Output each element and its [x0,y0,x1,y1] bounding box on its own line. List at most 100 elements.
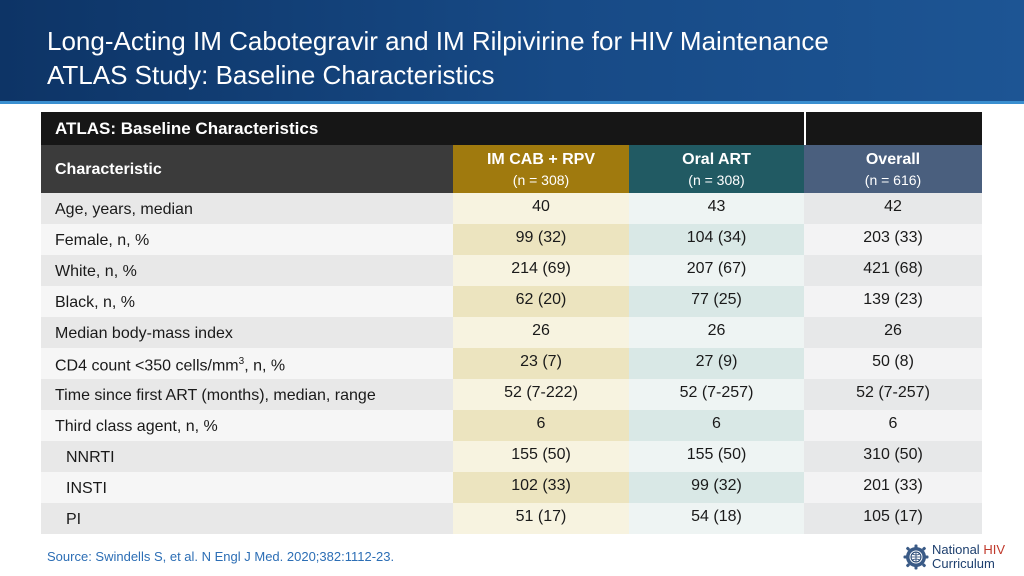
row-label-suffix: , n, % [244,357,286,375]
cab-rpv-value: 102 (33) [511,477,571,494]
cab-rpv-cell: 99 (32) [453,224,629,255]
cab-rpv-cell: 102 (33) [453,472,629,503]
table-row: Time since first ART (months), median, r… [41,379,982,410]
cab-rpv-cell: 26 [453,317,629,348]
overall-cell: 6 [804,410,982,441]
row-label: Time since first ART (months), median, r… [55,387,376,404]
overall-value: 421 (68) [863,260,923,277]
overall-cell: 421 (68) [804,255,982,286]
oral-art-value: 54 (18) [691,508,742,525]
header-overall-n: (n = 616) [864,172,922,188]
row-label-cell: Third class agent, n, % [41,410,453,441]
oral-art-cell: 27 (9) [629,348,804,379]
row-label: Black, n, % [55,294,136,311]
overall-cell: 42 [804,193,982,224]
cab-rpv-value: 155 (50) [511,446,571,463]
header-characteristic: Characteristic [41,145,453,193]
cab-rpv-value: 99 (32) [515,229,567,246]
overall-value: 52 (7-257) [856,384,930,401]
logo-curriculum: Curriculum [932,556,995,571]
table-row: INSTI 102 (33) 99 (32) 201 (33) [41,472,982,503]
header-characteristic-label: Characteristic [55,161,162,178]
row-label: NNRTI [66,449,115,466]
overall-cell: 52 (7-257) [804,379,982,410]
slide-subtitle: ATLAS Study: Baseline Characteristics [47,60,495,90]
oral-art-value: 155 (50) [686,446,747,463]
table-row: White, n, % 214 (69) 207 (67) 421 (68) [41,255,982,286]
table-row: Age, years, median 40 43 42 [41,193,982,224]
oral-art-value: 77 (25) [691,291,742,308]
row-label-cell: INSTI [41,472,453,503]
oral-art-cell: 77 (25) [629,286,804,317]
baseline-table: ATLAS: Baseline Characteristics Characte… [41,112,982,534]
cab-rpv-value: 51 (17) [515,508,567,525]
overall-cell: 201 (33) [804,472,982,503]
oral-art-value: 52 (7-257) [679,384,754,401]
row-label-cell: Time since first ART (months), median, r… [41,379,453,410]
cab-rpv-value: 52 (7-222) [504,384,578,401]
header-im-cab-rpv: IM CAB + RPV (n = 308) [453,145,629,193]
overall-value: 42 [884,198,902,215]
cab-rpv-cell: 40 [453,193,629,224]
cab-rpv-value: 62 (20) [515,291,567,308]
table-banner: ATLAS: Baseline Characteristics [41,112,982,145]
overall-value: 26 [884,322,902,339]
row-label: Median body-mass index [55,325,233,342]
table-row: NNRTI 155 (50) 155 (50) 310 (50) [41,441,982,472]
row-label-cell: Age, years, median [41,193,453,224]
table-header-row: Characteristic IM CAB + RPV (n = 308) Or… [41,145,982,193]
banner-divider [804,112,806,145]
oral-art-cell: 6 [629,410,804,441]
oral-art-value: 27 (9) [695,353,738,370]
logo-hiv: HIV [983,542,1005,557]
row-label-cell: Median body-mass index [41,317,453,348]
row-label-cell: White, n, % [41,255,453,286]
cab-rpv-cell: 6 [453,410,629,441]
cab-rpv-value: 26 [532,322,550,339]
gear-globe-icon [903,544,929,575]
row-label-cell: Black, n, % [41,286,453,317]
header-oral-art: Oral ART (n = 308) [629,145,804,193]
row-label-cell: Female, n, % [41,224,453,255]
source-citation: Source: Swindells S, et al. N Engl J Med… [47,549,395,564]
cab-rpv-value: 40 [532,198,550,215]
logo-national: National [932,542,980,557]
table-row: Female, n, % 99 (32) 104 (34) 203 (33) [41,224,982,255]
row-label: CD4 count <350 cells/mm3, n, % [55,356,285,375]
overall-cell: 203 (33) [804,224,982,255]
cab-rpv-value: 23 (7) [520,353,562,370]
table-row: Third class agent, n, % 6 6 6 [41,410,982,441]
oral-art-cell: 54 (18) [629,503,804,534]
overall-cell: 26 [804,317,982,348]
overall-value: 310 (50) [863,446,923,463]
row-label: White, n, % [55,263,137,280]
row-label: Third class agent, n, % [55,418,218,435]
cab-rpv-cell: 51 (17) [453,503,629,534]
oral-art-value: 43 [707,198,726,215]
header-im-cab-rpv-name: IM CAB + RPV [486,151,595,168]
row-label-main: CD4 count <350 cells/mm [55,357,239,375]
header-oral-art-n: (n = 308) [688,172,745,188]
overall-cell: 105 (17) [804,503,982,534]
row-label: PI [66,511,82,528]
overall-value: 105 (17) [863,508,923,525]
row-label-cell: PI [41,503,453,534]
cab-rpv-cell: 62 (20) [453,286,629,317]
overall-value: 6 [888,415,898,432]
oral-art-value: 104 (34) [686,229,747,246]
oral-art-cell: 104 (34) [629,224,804,255]
table-row: PI 51 (17) 54 (18) 105 (17) [41,503,982,534]
slide-title: Long-Acting IM Cabotegravir and IM Rilpi… [47,26,829,56]
cab-rpv-cell: 52 (7-222) [453,379,629,410]
row-label: Female, n, % [55,232,150,249]
overall-cell: 50 (8) [804,348,982,379]
cab-rpv-value: 6 [536,415,546,432]
overall-cell: 139 (23) [804,286,982,317]
cab-rpv-cell: 155 (50) [453,441,629,472]
row-label: INSTI [66,480,107,497]
oral-art-value: 99 (32) [691,477,742,494]
oral-art-cell: 52 (7-257) [629,379,804,410]
header-im-cab-rpv-n: (n = 308) [512,172,570,188]
oral-art-cell: 43 [629,193,804,224]
header-overall-name: Overall [865,151,921,168]
